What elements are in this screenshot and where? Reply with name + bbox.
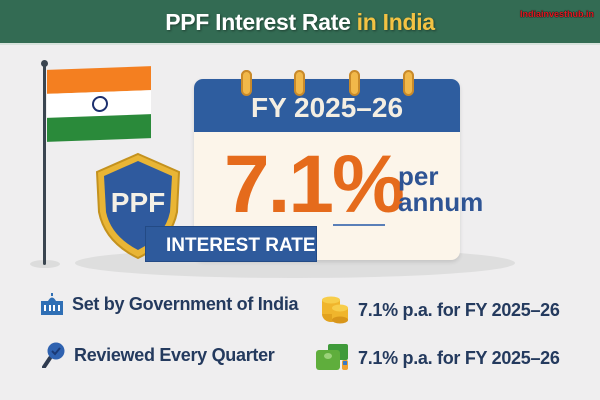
cash-stack-icon bbox=[316, 344, 348, 370]
per-label: per bbox=[398, 161, 439, 191]
coins-icon bbox=[322, 296, 348, 324]
calendar-card: FY 2025–26 bbox=[194, 79, 460, 260]
feature-reviewed: Reviewed Every Quarter bbox=[42, 342, 275, 368]
magnifier-check-icon bbox=[42, 342, 65, 368]
fiscal-year: FY 2025–26 bbox=[194, 79, 460, 132]
interest-rate-banner: INTEREST RATE bbox=[145, 226, 317, 262]
feature-rate-cash: 7.1% p.a. for FY 2025–26 bbox=[316, 344, 560, 372]
government-building-icon bbox=[41, 293, 63, 315]
feature-text: Reviewed Every Quarter bbox=[74, 344, 275, 365]
feature-text: Set by Government of India bbox=[72, 293, 299, 314]
watermark: Indiainvesthub.in bbox=[519, 9, 594, 19]
calendar-ring-icon bbox=[241, 70, 252, 96]
feature-rate-coins: 7.1% p.a. for FY 2025–26 bbox=[320, 296, 560, 324]
calendar-ring-icon bbox=[403, 70, 414, 96]
interest-rate-value: 7.1% bbox=[224, 139, 405, 230]
header-banner: PPF Interest Rate in India Indiainvesthu… bbox=[0, 0, 600, 45]
calendar-ring-icon bbox=[294, 70, 305, 96]
feature-text: 7.1% p.a. for FY 2025–26 bbox=[358, 347, 560, 368]
calendar-ring-icon bbox=[349, 70, 360, 96]
feature-government: Set by Government of India bbox=[40, 293, 299, 315]
flag-pole bbox=[43, 63, 46, 265]
india-flag-icon bbox=[47, 66, 151, 142]
feature-text: 7.1% p.a. for FY 2025–26 bbox=[358, 299, 560, 320]
title-highlight: in India bbox=[356, 9, 435, 35]
page-title: PPF Interest Rate in India bbox=[0, 0, 600, 45]
rate-underline bbox=[333, 224, 385, 226]
annum-label: annum bbox=[398, 187, 484, 217]
shield-label: PPF bbox=[111, 187, 165, 218]
per-annum-label: per annum bbox=[398, 163, 483, 215]
title-main: PPF Interest Rate bbox=[165, 9, 351, 35]
flag-pole-top bbox=[41, 60, 48, 67]
